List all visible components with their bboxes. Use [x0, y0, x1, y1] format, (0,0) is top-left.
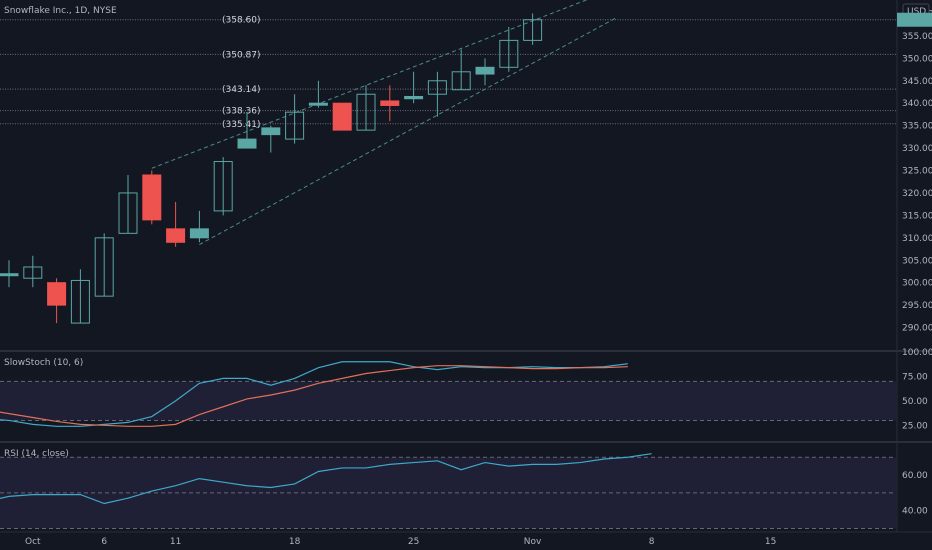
time-tick-label: 6	[101, 537, 107, 547]
channel-line	[151, 0, 588, 169]
time-tick-label: 8	[649, 537, 655, 547]
candle-body	[118, 192, 138, 234]
candle-body	[380, 100, 400, 106]
candle-body	[94, 237, 114, 297]
price-tick-label: 315.00	[902, 211, 932, 221]
candle-body	[332, 102, 352, 131]
stoch-title: SlowStoch (10, 6)	[4, 358, 83, 368]
price-tick-label: 345.00	[902, 77, 932, 87]
candle-body	[285, 111, 305, 140]
candle-body	[261, 127, 281, 136]
rsi-title: RSI (14, close)	[4, 449, 69, 459]
price-level-label: (343.14)	[222, 85, 261, 95]
pane-separator	[0, 350, 932, 352]
time-tick-label: 11	[170, 537, 181, 547]
price-tick-label: 320.00	[902, 189, 932, 199]
candle-body	[0, 273, 19, 277]
price-tick-label: 305.00	[902, 256, 932, 266]
price-tick-label: 355.00	[902, 32, 932, 42]
stoch-band-fill	[0, 381, 896, 421]
candle-body	[356, 93, 376, 131]
stoch-tick-label: 100.00	[902, 348, 932, 358]
price-tick-label: 295.00	[902, 301, 932, 311]
candle-body	[189, 228, 209, 239]
price-level-label: (350.87)	[222, 50, 261, 60]
candle-body	[499, 39, 519, 68]
stoch-tick-label: 50.00	[902, 397, 928, 407]
time-tick-label: Oct	[25, 537, 41, 547]
price-level-label: (335.41)	[222, 120, 261, 130]
price-level-label: (358.60)	[222, 16, 261, 26]
candle-body	[70, 279, 90, 324]
price-tick-label: 340.00	[902, 99, 932, 109]
price-level-label: (338.36)	[222, 107, 261, 117]
candle-body	[404, 95, 424, 100]
rsi-tick-label: 40.00	[902, 507, 928, 517]
price-tick-label: 335.00	[902, 122, 932, 132]
rsi-tick-label: 60.00	[902, 471, 928, 481]
stoch-series-line	[0, 365, 628, 427]
price-tick-label: 330.00	[902, 144, 932, 154]
candle-body	[47, 282, 67, 306]
rsi-series-line	[0, 453, 652, 505]
price-tick-label: 350.00	[902, 54, 932, 64]
candle-body	[475, 66, 495, 75]
last-price-tag	[897, 12, 932, 27]
time-tick-label: 18	[289, 537, 301, 547]
candle-body	[237, 138, 257, 149]
candle-body	[142, 174, 162, 221]
price-tick-label: 325.00	[902, 167, 932, 177]
candle-body	[308, 102, 328, 106]
currency-label: USD	[907, 7, 926, 17]
pane-separator	[0, 441, 932, 443]
chart-title: Snowflake Inc., 1D, NYSE	[4, 6, 117, 16]
channel-line	[199, 17, 617, 245]
time-tick-label: 25	[408, 537, 419, 547]
candle-body	[166, 228, 186, 243]
candle-body	[451, 71, 471, 91]
price-tick-label: 290.00	[902, 324, 932, 334]
candle-body	[213, 161, 233, 212]
time-tick-label: 15	[765, 537, 776, 547]
time-tick-label: Nov	[524, 537, 542, 547]
price-tick-label: 310.00	[902, 234, 932, 244]
candle-body	[427, 80, 447, 95]
price-tick-label: 300.00	[902, 279, 932, 289]
candle-body	[23, 266, 43, 279]
stoch-tick-label: 75.00	[902, 372, 928, 382]
stoch-tick-label: 25.00	[902, 421, 928, 431]
candle-body	[523, 19, 543, 41]
